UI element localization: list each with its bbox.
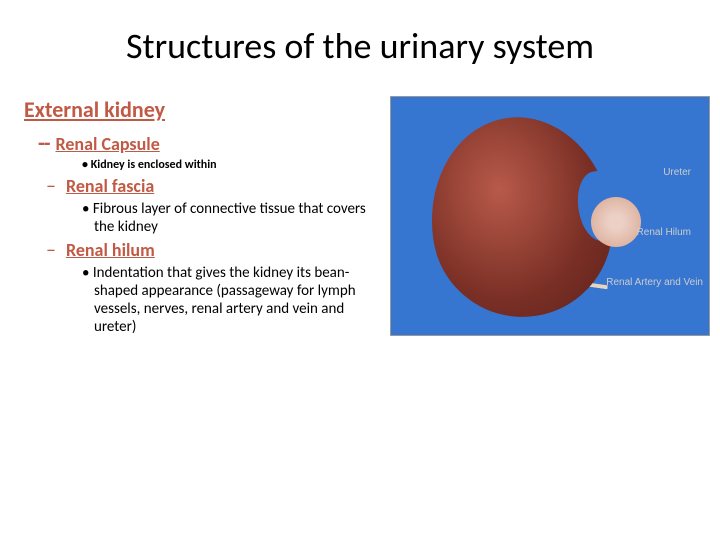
- slide-title: Structures of the urinary system: [0, 0, 720, 76]
- bullet-marker: --: [38, 129, 49, 156]
- subheading: External kidney: [24, 96, 384, 123]
- bullet-marker: –: [46, 174, 56, 198]
- diagram-label-artery-vein: Renal Artery and Vein: [606, 277, 703, 288]
- text-column: External kidney -- Renal Capsule Kidney …: [24, 96, 384, 336]
- content-area: External kidney -- Renal Capsule Kidney …: [0, 76, 720, 336]
- diagram-label-ureter: Ureter: [663, 167, 691, 178]
- image-column: Ureter Renal Hilum Renal Artery and Vein: [384, 96, 710, 336]
- list-item-renal-fascia: – Renal fascia: [46, 174, 384, 198]
- item-label: Renal fascia: [66, 175, 154, 197]
- hilum-tissue-illustration: [591, 197, 641, 247]
- list-item-renal-hilum: – Renal hilum: [46, 238, 384, 262]
- sub-bullet: Indentation that gives the kidney its be…: [82, 264, 384, 336]
- kidney-diagram: Ureter Renal Hilum Renal Artery and Vein: [390, 96, 710, 336]
- diagram-label-hilum: Renal Hilum: [637, 227, 691, 238]
- sub-bullet: Fibrous layer of connective tissue that …: [82, 200, 384, 236]
- bullet-marker: –: [46, 238, 56, 262]
- sub-bullet: Kidney is enclosed within: [82, 158, 384, 172]
- list-item-renal-capsule: -- Renal Capsule: [38, 129, 384, 156]
- item-label: Renal hilum: [66, 239, 155, 261]
- item-label: Renal Capsule: [55, 133, 159, 155]
